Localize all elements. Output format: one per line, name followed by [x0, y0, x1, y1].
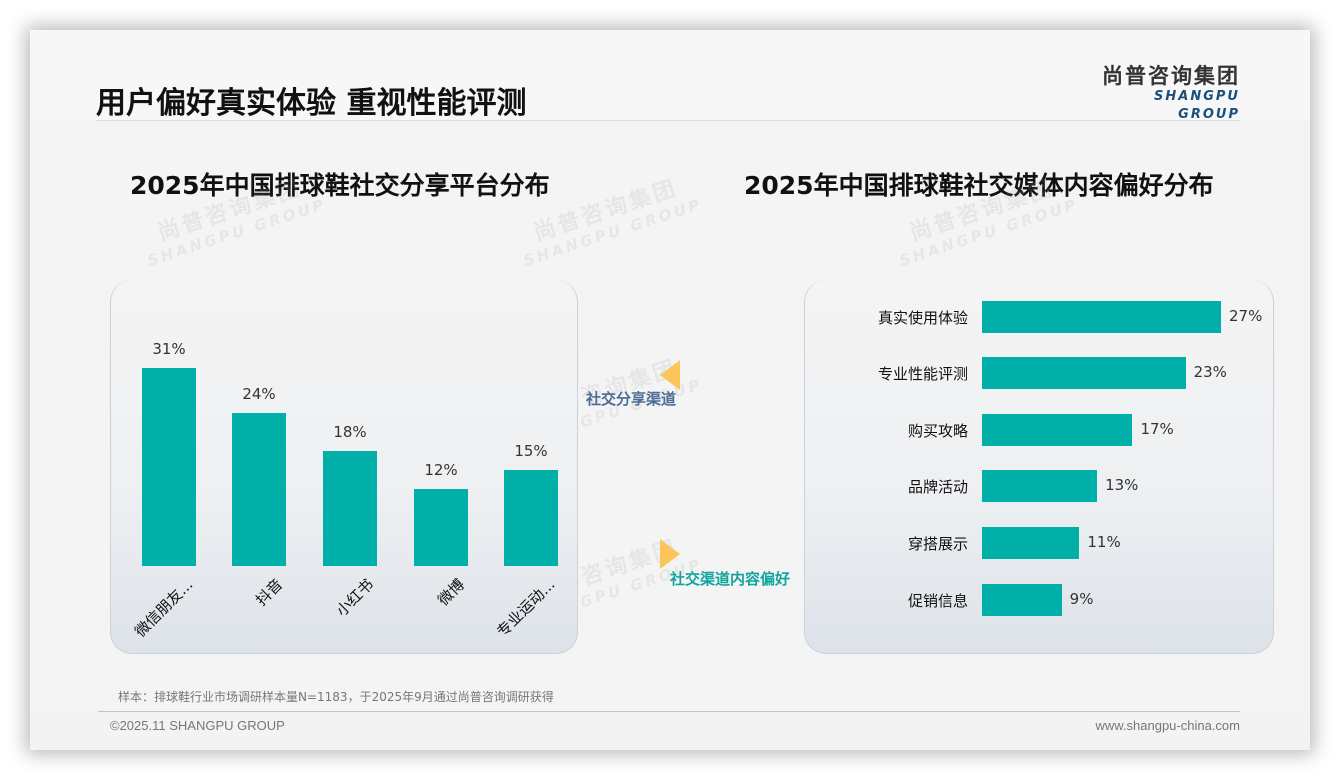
bar — [982, 527, 1080, 559]
watermark-en: SHANGPU GROUP — [897, 195, 1081, 270]
title-divider — [96, 120, 1240, 121]
y-axis-label: 促销信息 — [907, 592, 968, 610]
bar-value-label: 27% — [1229, 307, 1263, 325]
bar — [414, 489, 468, 566]
right-chart-title: 2025年中国排球鞋社交媒体内容偏好分布 — [744, 171, 1214, 200]
bar-value-label: 31% — [152, 340, 186, 358]
bar — [982, 470, 1098, 502]
header-band — [30, 30, 1310, 120]
logo-en: SHANGPU GROUP — [1154, 89, 1240, 122]
y-axis-label: 购买攻略 — [907, 422, 968, 440]
footer-band — [30, 712, 1310, 750]
y-axis-label: 专业性能评测 — [877, 365, 968, 383]
sample-note: 样本：排球鞋行业市场调研样本量N=1183，于2025年9月通过尚普咨询调研获得 — [118, 690, 554, 704]
footer-divider — [98, 711, 1240, 712]
bar — [232, 412, 286, 566]
arrow-left-icon — [660, 360, 680, 390]
footer-website[interactable]: www.shangpu-china.com — [1095, 718, 1240, 733]
bar-value-label: 12% — [424, 461, 458, 480]
y-axis-label: 真实使用体验 — [877, 309, 968, 327]
footer-copyright: ©2025.11 SHANGPU GROUP — [110, 718, 285, 733]
slide: 用户偏好真实体验 重视性能评测 尚普咨询集团 SHANGPU GROUP 202… — [30, 30, 1310, 750]
connector-label-share-channel: 社交分享渠道 — [586, 390, 677, 408]
bar-value-label: 17% — [1140, 420, 1174, 438]
arrow-right-icon — [660, 539, 680, 569]
bar — [504, 470, 558, 566]
y-axis-label: 品牌活动 — [907, 478, 968, 496]
bar-value-label: 18% — [333, 423, 367, 442]
connector-label-content-preference: 社交渠道内容偏好 — [670, 570, 791, 588]
watermark-en: SHANGPU GROUP — [145, 195, 329, 270]
bar — [982, 301, 1221, 333]
bar-value-label: 24% — [242, 384, 276, 403]
logo-cn: 尚普咨询集团 — [1102, 64, 1240, 88]
bar — [982, 584, 1062, 616]
bar — [982, 414, 1133, 446]
bar-value-label: 13% — [1105, 476, 1139, 494]
bar-value-label: 23% — [1193, 363, 1227, 381]
bar — [142, 368, 196, 566]
bar-value-label: 11% — [1087, 533, 1121, 551]
watermark-en: SHANGPU GROUP — [521, 195, 705, 270]
y-axis-label: 穿搭展示 — [907, 535, 968, 553]
left-chart-title: 2025年中国排球鞋社交分享平台分布 — [130, 171, 550, 200]
bar — [323, 451, 377, 566]
bar — [982, 357, 1186, 389]
bar-value-label: 15% — [514, 442, 548, 461]
page-title: 用户偏好真实体验 重视性能评测 — [96, 86, 527, 121]
logo: 尚普咨询集团 SHANGPU GROUP — [1088, 64, 1240, 124]
bar-value-label: 9% — [1069, 590, 1094, 608]
